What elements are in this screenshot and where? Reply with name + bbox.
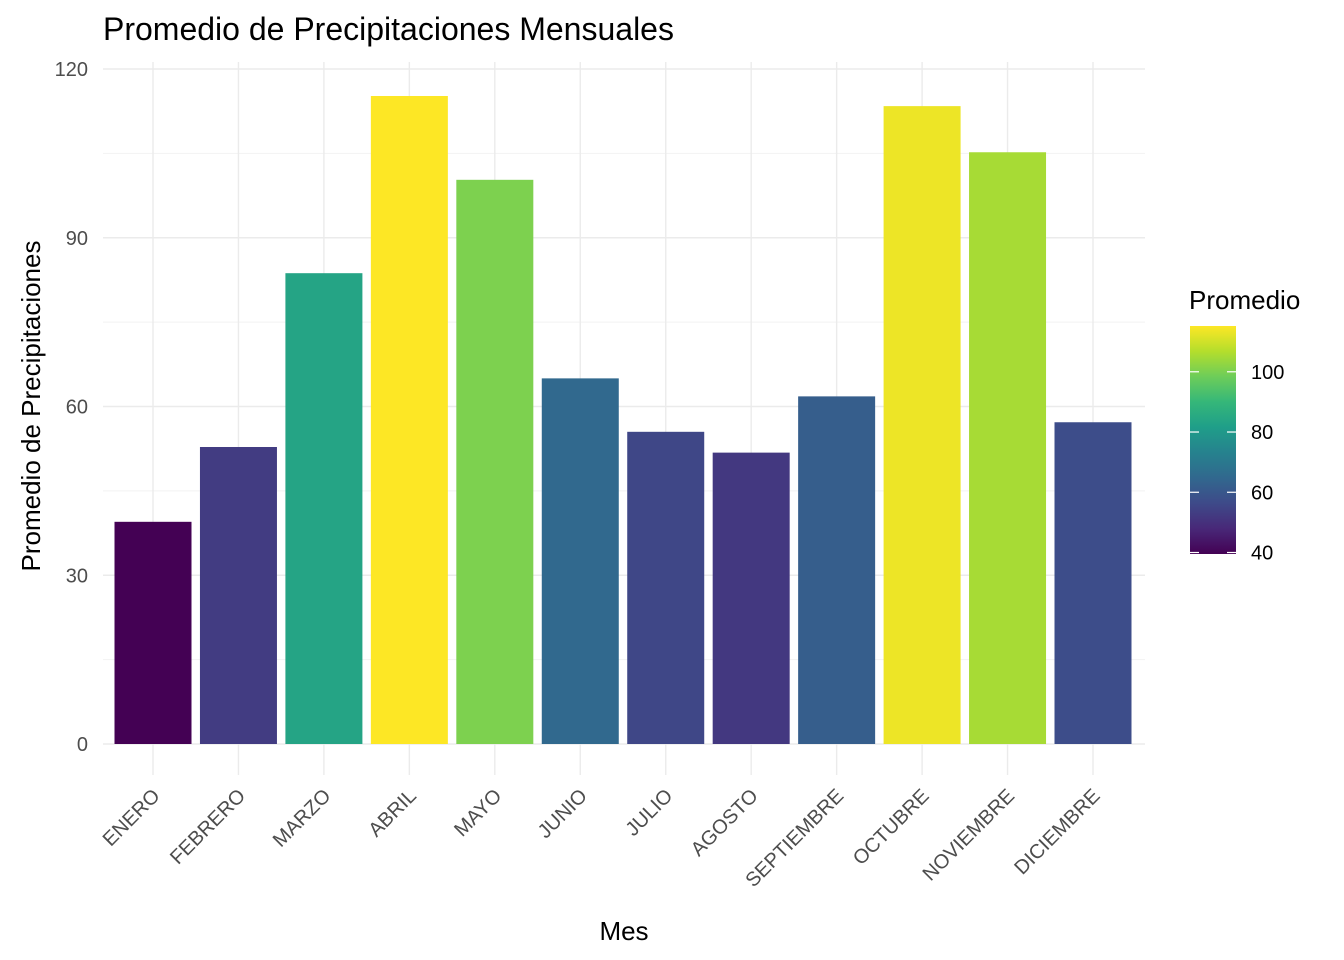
x-tick-label: JULIO xyxy=(622,785,678,841)
bar-agosto xyxy=(712,452,790,744)
x-axis-title: Mes xyxy=(599,916,648,946)
y-tick-label: 60 xyxy=(66,397,88,419)
x-tick-label: MARZO xyxy=(269,785,336,852)
bar-diciembre xyxy=(1054,422,1132,744)
chart-title: Promedio de Precipitaciones Mensuales xyxy=(103,11,674,47)
y-axis-title: Promedio de Precipitaciones xyxy=(16,241,46,572)
y-tick-label: 90 xyxy=(66,228,88,250)
color-legend: Promedio 40 60 80 100 xyxy=(1189,285,1300,564)
bar-junio xyxy=(541,378,619,744)
y-tick-label: 30 xyxy=(66,565,88,587)
x-tick-label: JUNIO xyxy=(534,785,592,843)
bar-abril xyxy=(370,96,448,744)
y-axis-ticks: 0 30 60 90 120 xyxy=(55,59,88,756)
x-tick-label: DICIEMBRE xyxy=(1010,785,1104,879)
x-tick-label: MAYO xyxy=(450,785,506,841)
bar-febrero xyxy=(199,447,277,744)
bar-marzo xyxy=(285,273,363,744)
legend-title: Promedio xyxy=(1189,285,1300,315)
legend-tick-label: 80 xyxy=(1251,422,1273,444)
legend-colorbar xyxy=(1190,326,1236,554)
bar-septiembre xyxy=(798,396,876,744)
x-tick-label: FEBRERO xyxy=(166,785,250,869)
x-tick-label: NOVIEMBRE xyxy=(919,785,1019,885)
bar-julio xyxy=(627,431,705,744)
legend-tick-label: 40 xyxy=(1251,542,1273,564)
y-tick-label: 120 xyxy=(55,59,88,81)
x-axis-ticks: ENERO FEBRERO MARZO ABRIL MAYO JUNIO JULIO AGOS… xyxy=(99,785,1105,892)
x-tick-label: AGOSTO xyxy=(687,785,763,861)
x-tick-label: ENERO xyxy=(99,785,165,851)
x-tick-label: OCTUBRE xyxy=(849,785,934,870)
legend-tick-label: 100 xyxy=(1251,362,1284,384)
bar-octubre xyxy=(883,106,961,744)
legend-tick-label: 60 xyxy=(1251,482,1273,504)
y-tick-label: 0 xyxy=(77,734,88,756)
bars xyxy=(114,96,1132,744)
bar-mayo xyxy=(456,179,534,744)
bar-noviembre xyxy=(969,152,1047,744)
legend-ticks: 40 60 80 100 xyxy=(1190,362,1284,564)
bar-enero xyxy=(114,521,192,744)
x-tick-label: ABRIL xyxy=(364,785,420,841)
